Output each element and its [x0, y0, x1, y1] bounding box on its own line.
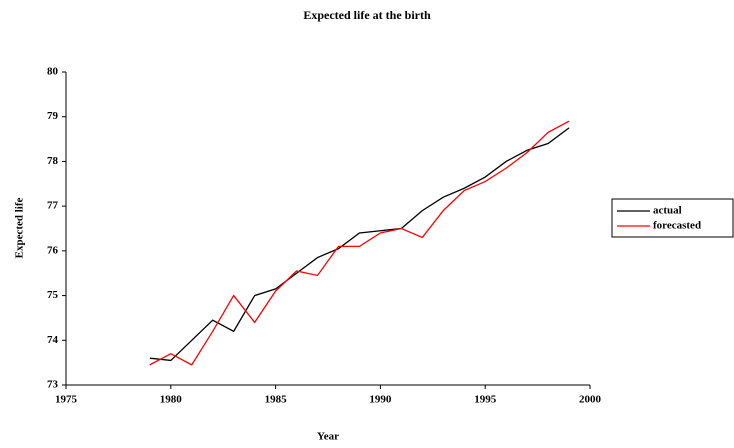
y-tick-label: 79 — [47, 110, 59, 122]
series-line — [149, 127, 570, 362]
x-tick-label: 1985 — [265, 394, 288, 406]
legend-box — [611, 198, 734, 238]
x-tick-label: 2000 — [579, 394, 602, 406]
y-axis-title: Expected life — [14, 197, 26, 258]
x-tick-label: 1980 — [160, 394, 183, 406]
y-tick-label: 78 — [47, 155, 59, 167]
y-tick-label: 73 — [47, 379, 59, 391]
y-tick-label: 74 — [47, 334, 59, 346]
chart-title: Expected life at the birth — [303, 8, 431, 22]
legend-label: forecasted — [653, 220, 701, 232]
y-tick-label: 75 — [47, 289, 59, 301]
x-axis-title: Year — [317, 431, 339, 443]
y-tick-label: 76 — [47, 244, 59, 256]
y-tick-label: 77 — [47, 200, 59, 212]
series-line — [149, 120, 570, 366]
x-tick-label: 1990 — [369, 394, 392, 406]
y-tick-label: 80 — [47, 66, 59, 78]
x-tick-label: 1975 — [55, 394, 78, 406]
legend-label: actual — [653, 205, 682, 217]
x-tick-label: 1995 — [474, 394, 497, 406]
